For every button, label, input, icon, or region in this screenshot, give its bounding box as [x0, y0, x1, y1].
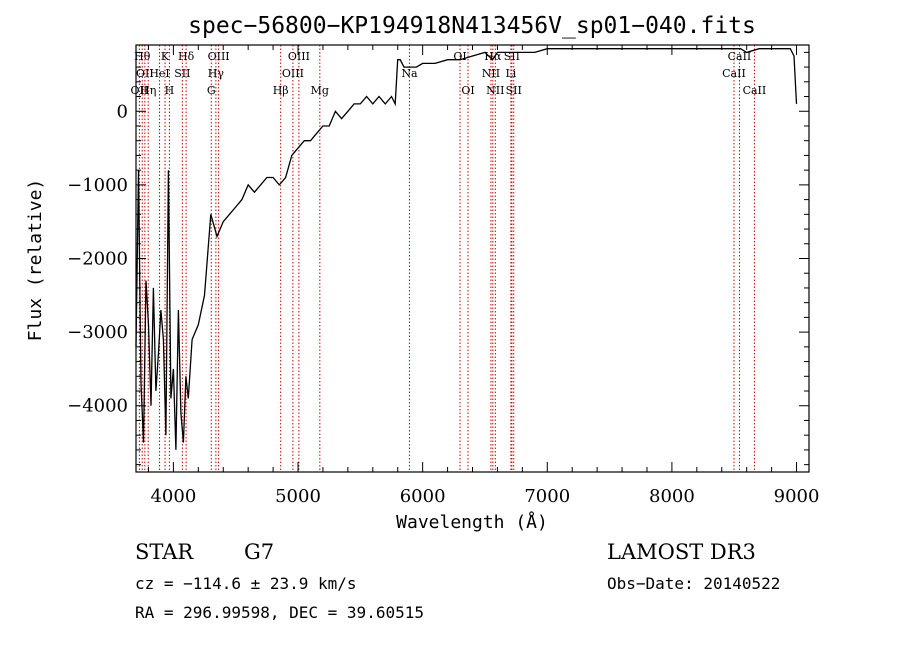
- x-tick-label: 7000: [524, 486, 570, 507]
- spectral-line-label: SII: [506, 84, 522, 97]
- spectral-line-label: CaII: [743, 84, 767, 97]
- y-tick-label: −4000: [67, 396, 128, 417]
- spectral-line-label: Mg: [311, 84, 329, 97]
- spectral-line-label: OIII: [288, 50, 310, 63]
- spectral-line-label: NII: [486, 84, 504, 97]
- y-axis-ticks: −4000 −3000 −2000 −1000 0: [67, 51, 809, 466]
- spectral-line-label: OIII: [282, 67, 304, 80]
- x-axis-ticks: 4000 5000 6000 7000 8000 9000: [147, 45, 820, 507]
- y-tick-label: −3000: [67, 322, 128, 343]
- observation-date: Obs−Date: 20140522: [607, 574, 781, 593]
- spectral-line-label: H: [165, 84, 175, 97]
- survey-name: LAMOST DR3: [607, 540, 756, 564]
- chart-title: spec−56800−KP194918N413456V_sp01−040.fit…: [188, 13, 756, 39]
- x-tick-label: 5000: [275, 486, 321, 507]
- x-tick-label: 8000: [649, 486, 695, 507]
- spectral-line-label: CaII: [728, 50, 752, 63]
- spectral-line-label: SII: [504, 50, 520, 63]
- spectral-line-label: CaII: [722, 67, 746, 80]
- spectral-line-label: Hθ: [134, 50, 151, 63]
- spectral-line-label: HeI: [149, 67, 169, 80]
- object-subclass: G7: [244, 540, 275, 564]
- spectral-line-label: NII: [482, 67, 500, 80]
- spectral-line-label: Hγ: [208, 67, 225, 80]
- y-axis-label: Flux (relative): [25, 179, 46, 342]
- ra-dec-coordinates: RA = 296.99598, DEC = 39.60515: [135, 603, 424, 622]
- spectral-line-label: Li: [505, 67, 516, 80]
- spectral-line-label: Hη: [140, 84, 156, 97]
- spectral-line-label: OII: [131, 84, 149, 97]
- spectral-line-label: K: [161, 50, 170, 63]
- spectral-line-label: Hδ: [178, 50, 195, 63]
- spectral-line-label: OI: [461, 84, 474, 97]
- y-tick-label: 0: [117, 101, 128, 122]
- y-tick-label: −1000: [67, 175, 128, 196]
- x-tick-label: 4000: [150, 486, 196, 507]
- spectral-line-label: Hβ: [273, 84, 289, 97]
- spectral-line-label: SII: [174, 67, 190, 80]
- spectral-lines: [138, 45, 755, 472]
- x-tick-label: 6000: [400, 486, 446, 507]
- y-tick-label: −2000: [67, 249, 128, 270]
- plot-frame: [135, 44, 810, 473]
- object-class: STAR: [135, 540, 194, 564]
- spectrum-series: [135, 48, 798, 450]
- spectral-line-label: OII: [136, 67, 154, 80]
- x-axis-label: Wavelength (Å): [396, 511, 548, 533]
- spectral-line-label: OIII: [208, 50, 230, 63]
- redshift-velocity: cz = −114.6 ± 23.9 km/s: [135, 574, 357, 593]
- spectral-line-labels: OIIHθOIIHηHeIKHSIIHδGHγOIIIHβOIIIOIIIMgN…: [131, 50, 767, 97]
- spectral-line-label: Na: [401, 67, 418, 80]
- spectral-line-label: OI: [453, 50, 466, 63]
- spectral-line-label: G: [207, 84, 216, 97]
- x-tick-label: 9000: [774, 486, 820, 507]
